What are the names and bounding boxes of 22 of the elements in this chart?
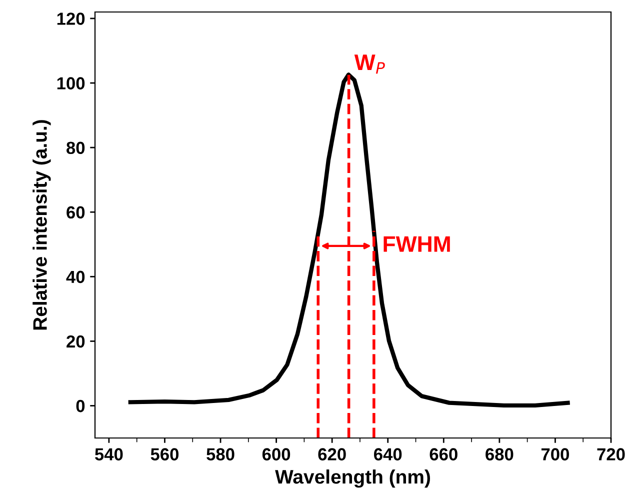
x-tick-label: 540 — [95, 448, 123, 460]
x-tick-label: 560 — [150, 448, 179, 460]
y-tick-label: 0 — [76, 400, 85, 412]
y-axis-title: Relative intensity (a.u.) — [32, 120, 51, 330]
y-tick-label: 80 — [66, 142, 85, 154]
y-tick-label: 40 — [66, 270, 85, 284]
x-tick-label: 720 — [597, 448, 625, 460]
annotation: FWHM — [384, 236, 450, 252]
y-tick-label: 100 — [57, 77, 85, 90]
x-tick-label: 680 — [486, 448, 514, 460]
x-axis-title: Wavelength (nm) — [275, 469, 430, 488]
x-tick-label: 600 — [262, 448, 290, 460]
y-tick-label: 60 — [66, 206, 85, 219]
x-tick-label: 640 — [374, 448, 402, 460]
line-series — [128, 72, 570, 408]
x-tick-label: 620 — [318, 448, 346, 460]
annotation: W$_{P}$ — [354, 54, 385, 74]
y-tick-label: 20 — [66, 335, 85, 348]
y-tick-label: 120 — [57, 12, 85, 25]
x-tick-label: 580 — [206, 448, 234, 460]
x-tick-label: 660 — [430, 448, 458, 460]
x-tick-label: 700 — [541, 448, 569, 460]
